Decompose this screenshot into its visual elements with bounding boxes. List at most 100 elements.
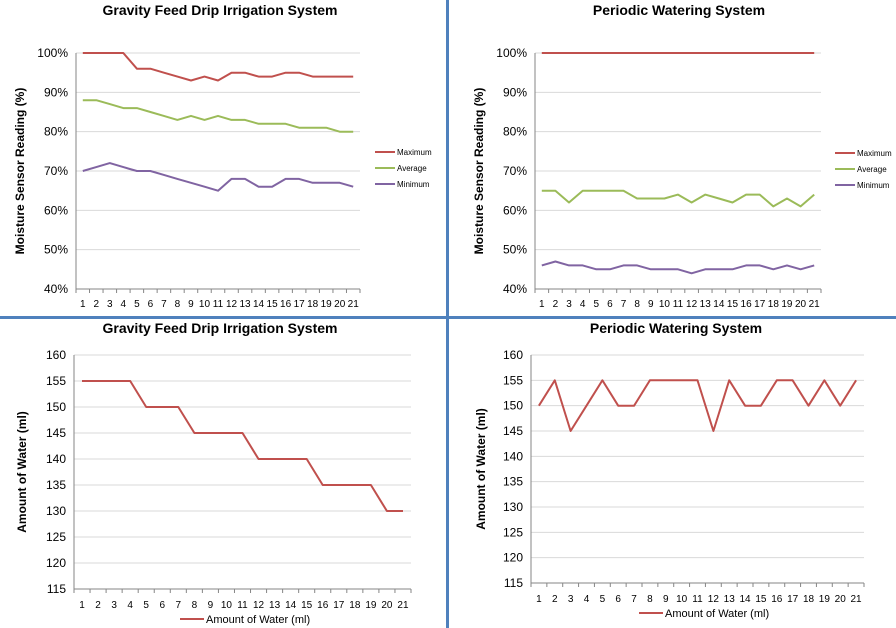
x-tick-label: 1 xyxy=(539,299,545,310)
x-tick-label: 13 xyxy=(724,594,736,605)
x-tick-label: 14 xyxy=(713,299,725,310)
x-tick-label: 10 xyxy=(676,594,688,605)
x-tick-label: 14 xyxy=(253,299,265,310)
x-tick-label: 1 xyxy=(536,594,542,605)
x-tick-label: 5 xyxy=(594,299,600,310)
y-tick-label: 135 xyxy=(46,478,66,492)
x-tick-label: 21 xyxy=(348,299,360,310)
y-tick-label: 155 xyxy=(503,373,523,387)
y-tick-label: 155 xyxy=(46,374,66,388)
x-tick-label: 12 xyxy=(226,299,238,310)
y-tick-label: 80% xyxy=(503,125,527,139)
x-tick-label: 4 xyxy=(121,299,127,310)
x-tick-label: 8 xyxy=(192,600,198,611)
chart-title: Gravity Feed Drip Irrigation System xyxy=(103,2,338,18)
x-tick-label: 20 xyxy=(795,299,807,310)
x-tick-label: 6 xyxy=(148,299,154,310)
x-tick-label: 4 xyxy=(584,594,590,605)
y-tick-label: 90% xyxy=(44,85,68,99)
x-tick-label: 5 xyxy=(600,594,606,605)
x-tick-label: 8 xyxy=(634,299,640,310)
chart-title: Periodic Watering System xyxy=(590,320,762,336)
y-axis-title: Amount of Water (ml) xyxy=(474,408,488,530)
x-tick-label: 2 xyxy=(94,299,100,310)
x-tick-label: 7 xyxy=(621,299,627,310)
x-tick-label: 5 xyxy=(143,600,149,611)
x-tick-label: 3 xyxy=(107,299,113,310)
x-tick-label: 19 xyxy=(365,600,377,611)
x-tick-label: 6 xyxy=(159,600,165,611)
x-tick-label: 19 xyxy=(781,299,793,310)
y-tick-label: 70% xyxy=(44,164,68,178)
x-tick-label: 21 xyxy=(397,600,409,611)
vertical-divider xyxy=(446,0,449,628)
x-tick-label: 17 xyxy=(333,600,345,611)
x-tick-label: 15 xyxy=(755,594,767,605)
y-tick-label: 125 xyxy=(46,530,66,544)
legend-label: Maximum xyxy=(397,148,432,157)
x-tick-label: 3 xyxy=(111,600,117,611)
x-tick-label: 7 xyxy=(176,600,182,611)
x-tick-label: 11 xyxy=(692,594,703,605)
x-tick-label: 15 xyxy=(727,299,739,310)
horizontal-divider xyxy=(0,316,896,319)
series-line-amount-of-water-ml xyxy=(82,380,403,512)
x-tick-label: 21 xyxy=(851,594,863,605)
chart-water-periodic: Periodic Watering System1151201251301351… xyxy=(474,320,865,620)
x-tick-label: 11 xyxy=(213,299,224,310)
y-tick-label: 100% xyxy=(496,46,527,60)
y-axis-title: Moisture Sensor Reading (%) xyxy=(13,88,27,255)
y-tick-label: 90% xyxy=(503,85,527,99)
x-tick-label: 13 xyxy=(239,299,251,310)
series-line-average xyxy=(541,189,815,208)
x-tick-label: 4 xyxy=(580,299,586,310)
x-tick-label: 13 xyxy=(269,600,281,611)
series-line-average xyxy=(82,99,354,133)
x-tick-label: 2 xyxy=(552,594,558,605)
x-tick-label: 20 xyxy=(334,299,346,310)
x-tick-label: 4 xyxy=(127,600,133,611)
x-tick-label: 6 xyxy=(607,299,613,310)
y-tick-label: 115 xyxy=(47,582,66,596)
x-tick-label: 7 xyxy=(161,299,167,310)
x-tick-label: 3 xyxy=(568,594,574,605)
x-tick-label: 20 xyxy=(381,600,393,611)
y-tick-label: 60% xyxy=(503,203,527,217)
x-tick-label: 19 xyxy=(321,299,333,310)
x-tick-label: 9 xyxy=(208,600,214,611)
legend-label: Maximum xyxy=(857,149,892,158)
y-tick-label: 40% xyxy=(44,282,68,296)
x-tick-label: 18 xyxy=(768,299,780,310)
legend-label: Minimum xyxy=(397,180,430,189)
y-axis-title: Amount of Water (ml) xyxy=(15,411,29,533)
x-tick-label: 9 xyxy=(663,594,669,605)
x-tick-label: 18 xyxy=(803,594,815,605)
x-tick-label: 16 xyxy=(741,299,753,310)
legend-label: Average xyxy=(397,164,427,173)
x-tick-label: 14 xyxy=(740,594,752,605)
x-tick-label: 2 xyxy=(553,299,559,310)
x-tick-label: 17 xyxy=(787,594,799,605)
x-tick-label: 17 xyxy=(754,299,766,310)
x-tick-label: 6 xyxy=(615,594,621,605)
x-tick-label: 15 xyxy=(301,600,313,611)
x-tick-label: 9 xyxy=(648,299,654,310)
x-tick-label: 3 xyxy=(566,299,572,310)
x-tick-label: 9 xyxy=(188,299,194,310)
x-tick-label: 16 xyxy=(280,299,292,310)
x-tick-label: 12 xyxy=(253,600,265,611)
legend-label: Amount of Water (ml) xyxy=(665,608,769,620)
series-line-maximum xyxy=(82,52,354,82)
y-tick-label: 100% xyxy=(37,46,68,60)
y-tick-label: 125 xyxy=(503,525,523,539)
y-axis-title: Moisture Sensor Reading (%) xyxy=(472,88,486,255)
x-tick-label: 19 xyxy=(819,594,831,605)
y-tick-label: 60% xyxy=(44,203,68,217)
x-tick-label: 1 xyxy=(79,600,85,611)
y-tick-label: 115 xyxy=(504,576,523,590)
x-tick-label: 20 xyxy=(835,594,847,605)
x-tick-label: 16 xyxy=(317,600,329,611)
y-tick-label: 140 xyxy=(503,449,523,463)
chart-title: Gravity Feed Drip Irrigation System xyxy=(103,320,338,336)
